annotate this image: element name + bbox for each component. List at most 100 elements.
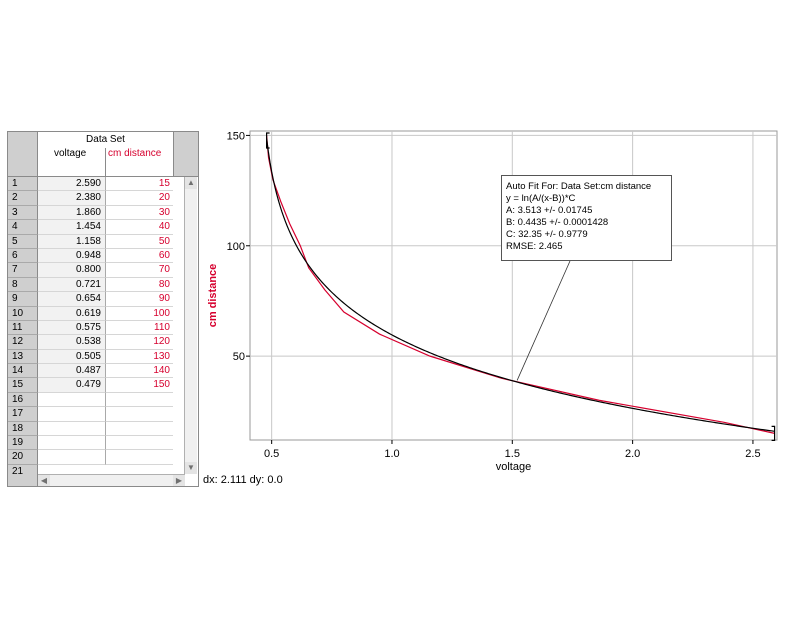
table-row[interactable]: 3 1.860 30 bbox=[8, 205, 173, 221]
scroll-down-icon[interactable]: ▼ bbox=[185, 462, 197, 474]
voltage-cell[interactable] bbox=[38, 450, 106, 465]
row-number: 12 bbox=[8, 335, 38, 350]
table-row[interactable]: 6 0.948 60 bbox=[8, 248, 173, 264]
data-table[interactable]: Data Set voltage cm distance 1 2.590 15 2 2.… bbox=[7, 131, 199, 487]
table-row[interactable]: 15 0.479 150 bbox=[8, 378, 173, 393]
cm-distance-cell[interactable]: 100 bbox=[106, 307, 173, 321]
voltage-cell[interactable]: 1.454 bbox=[38, 220, 106, 235]
table-row[interactable]: 12 0.538 120 bbox=[8, 335, 173, 350]
row-number: 1 bbox=[8, 177, 38, 192]
cm-distance-cell[interactable]: 70 bbox=[106, 263, 173, 278]
cm-distance-cell[interactable]: 130 bbox=[106, 350, 173, 365]
scroll-left-icon[interactable]: ◀ bbox=[38, 475, 50, 486]
column-header-voltage[interactable]: voltage bbox=[38, 148, 106, 177]
cm-distance-cell[interactable] bbox=[106, 407, 173, 422]
voltage-cell[interactable] bbox=[38, 392, 106, 408]
voltage-cell[interactable]: 2.380 bbox=[38, 191, 106, 206]
vertical-scrollbar[interactable]: ▲ ▼ bbox=[184, 177, 197, 474]
cm-distance-cell[interactable]: 90 bbox=[106, 292, 173, 307]
x-tick-label: 1.5 bbox=[505, 448, 520, 460]
scroll-up-icon[interactable]: ▲ bbox=[185, 177, 197, 189]
cm-distance-cell[interactable] bbox=[106, 422, 173, 437]
fit-range-bracket-right[interactable] bbox=[771, 425, 776, 441]
cm-distance-cell[interactable]: 110 bbox=[106, 321, 173, 336]
table-row[interactable]: 1 2.590 15 bbox=[8, 177, 173, 192]
scroll-right-icon[interactable]: ▶ bbox=[173, 475, 185, 486]
voltage-cell[interactable]: 0.948 bbox=[38, 248, 106, 264]
row-number: 9 bbox=[8, 292, 38, 307]
fit-box-line: A: 3.513 +/- 0.01745 bbox=[506, 205, 593, 216]
cm-distance-cell[interactable]: 150 bbox=[106, 378, 173, 393]
auto-fit-box[interactable]: Auto Fit For: Data Set:cm distance y = ln… bbox=[501, 175, 672, 261]
voltage-cell[interactable]: 2.590 bbox=[38, 177, 106, 192]
row-number: 15 bbox=[8, 378, 38, 393]
cm-distance-cell[interactable]: 120 bbox=[106, 335, 173, 350]
table-row[interactable]: 18 bbox=[8, 421, 173, 437]
cm-distance-cell[interactable]: 40 bbox=[106, 220, 173, 235]
horizontal-scrollbar[interactable]: ◀ ▶ bbox=[38, 474, 185, 486]
table-row[interactable]: 14 0.487 140 bbox=[8, 364, 173, 379]
voltage-cell[interactable]: 1.860 bbox=[38, 205, 106, 221]
table-row[interactable]: 13 0.505 130 bbox=[8, 349, 173, 365]
table-row[interactable]: 17 bbox=[8, 407, 173, 422]
x-tick-label: 1.0 bbox=[384, 448, 399, 460]
table-row[interactable]: 10 0.619 100 bbox=[8, 306, 173, 321]
row-number: 17 bbox=[8, 407, 38, 422]
voltage-cell[interactable]: 0.487 bbox=[38, 364, 106, 379]
row-number: 7 bbox=[8, 263, 38, 278]
table-header: Data Set voltage cm distance bbox=[38, 132, 173, 177]
table-rows: 1 2.590 15 2 2.380 20 3 1.860 30 4 1.454 40 5 1.158 50… bbox=[8, 177, 173, 465]
fit-box-line: y = ln(A/(x-B))*C bbox=[506, 193, 576, 204]
voltage-cell[interactable]: 0.505 bbox=[38, 349, 106, 365]
fit-range-bracket-left[interactable] bbox=[266, 132, 270, 149]
row-number: 13 bbox=[8, 349, 38, 365]
annotation-leader-line bbox=[516, 260, 571, 381]
table-row[interactable]: 5 1.158 50 bbox=[8, 234, 173, 249]
table-row[interactable]: 2 2.380 20 bbox=[8, 191, 173, 206]
cm-distance-cell[interactable]: 60 bbox=[106, 249, 173, 264]
cm-distance-cell[interactable]: 50 bbox=[106, 235, 173, 249]
cm-distance-cell[interactable] bbox=[106, 450, 173, 465]
table-row[interactable]: 19 bbox=[8, 436, 173, 451]
voltage-cell[interactable] bbox=[38, 436, 106, 451]
row-number: 19 bbox=[8, 436, 38, 451]
voltage-cell[interactable]: 0.479 bbox=[38, 378, 106, 393]
voltage-cell[interactable] bbox=[38, 421, 106, 437]
row-number: 3 bbox=[8, 205, 38, 221]
table-row[interactable]: 16 bbox=[8, 392, 173, 408]
table-row[interactable]: 11 0.575 110 bbox=[8, 320, 173, 336]
cm-distance-cell[interactable] bbox=[106, 393, 173, 408]
table-row[interactable]: 9 0.654 90 bbox=[8, 292, 173, 307]
x-tick-label: 2.5 bbox=[745, 448, 760, 460]
fit-curve-line[interactable] bbox=[266, 138, 775, 432]
table-corner bbox=[8, 132, 38, 177]
cm-distance-cell[interactable]: 30 bbox=[106, 206, 173, 221]
fit-box-line: C: 32.35 +/- 0.9779 bbox=[506, 229, 588, 240]
voltage-cell[interactable]: 0.575 bbox=[38, 320, 106, 336]
voltage-cell[interactable]: 0.721 bbox=[38, 277, 106, 293]
column-header-cm-distance[interactable]: cm distance bbox=[108, 148, 162, 159]
cm-distance-cell[interactable]: 15 bbox=[106, 177, 173, 192]
cm-distance-cell[interactable] bbox=[106, 436, 173, 451]
row-number: 5 bbox=[8, 234, 38, 249]
voltage-cell[interactable]: 0.619 bbox=[38, 306, 106, 321]
voltage-cell[interactable] bbox=[38, 407, 106, 422]
cm-distance-cell[interactable]: 80 bbox=[106, 278, 173, 293]
voltage-cell[interactable]: 0.538 bbox=[38, 335, 106, 350]
row-number: 21 bbox=[8, 465, 38, 486]
row-number: 11 bbox=[8, 320, 38, 336]
fit-box-line: RMSE: 2.465 bbox=[506, 241, 563, 252]
table-row[interactable]: 7 0.800 70 bbox=[8, 263, 173, 278]
table-row[interactable]: 20 bbox=[8, 450, 173, 465]
fit-box-line: Auto Fit For: Data Set:cm distance bbox=[506, 181, 652, 192]
voltage-cell[interactable]: 0.654 bbox=[38, 292, 106, 307]
voltage-cell[interactable]: 1.158 bbox=[38, 234, 106, 249]
voltage-cell[interactable]: 0.800 bbox=[38, 263, 106, 278]
cm-distance-cell[interactable]: 20 bbox=[106, 191, 173, 206]
cm-distance-cell[interactable]: 140 bbox=[106, 364, 173, 379]
table-row[interactable]: 4 1.454 40 bbox=[8, 220, 173, 235]
table-row[interactable]: 8 0.721 80 bbox=[8, 277, 173, 293]
row-number: 6 bbox=[8, 248, 38, 264]
row-number: 20 bbox=[8, 450, 38, 465]
